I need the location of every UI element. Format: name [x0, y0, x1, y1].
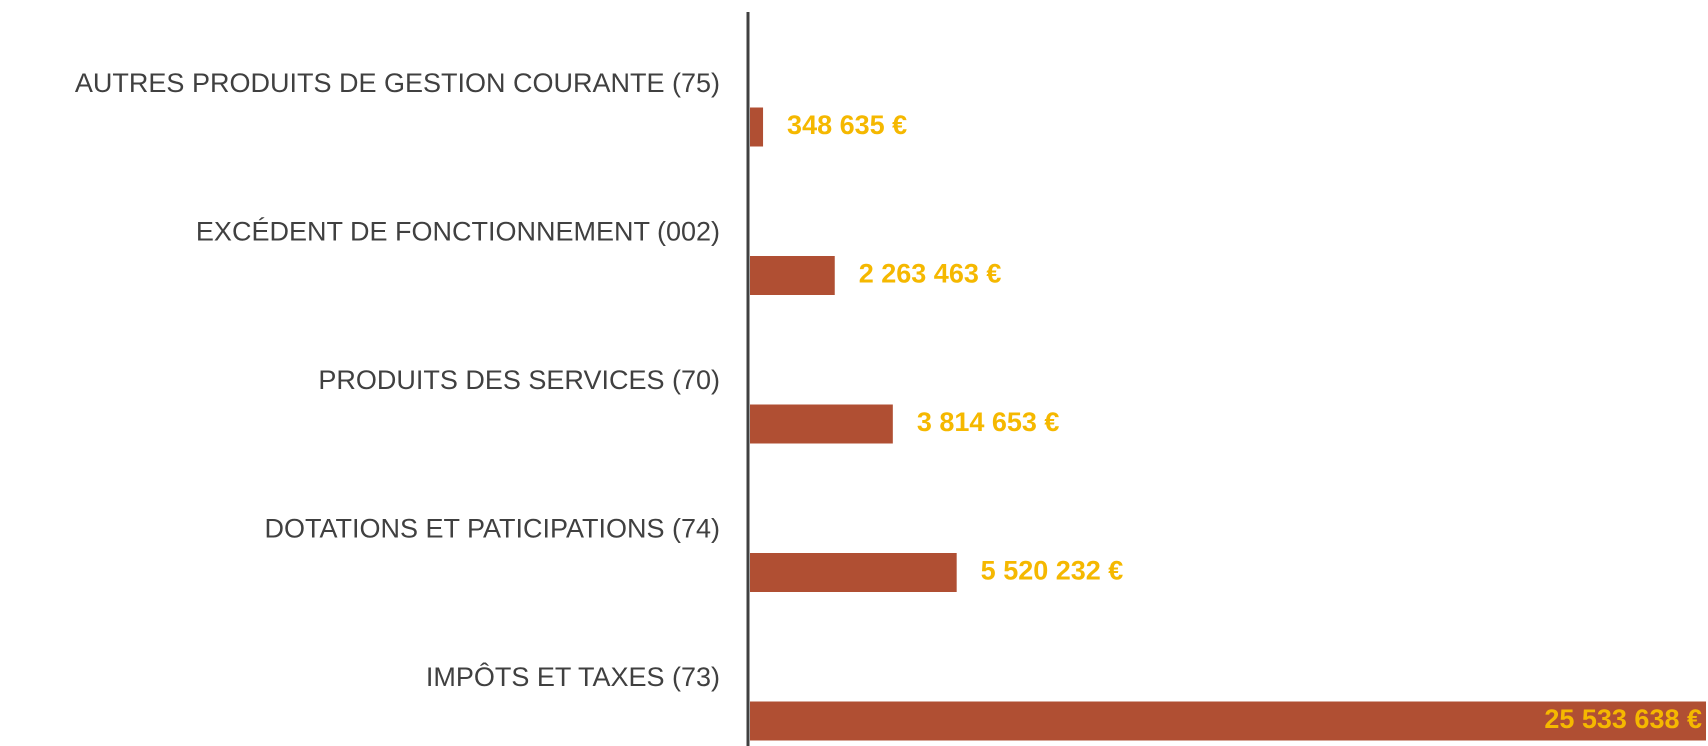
- category-label: DOTATIONS ET PATICIPATIONS (74): [264, 514, 720, 544]
- value-label: 25 533 638 €: [1544, 704, 1702, 734]
- category-label: AUTRES PRODUITS DE GESTION COURANTE (75): [75, 68, 720, 98]
- value-label: 2 263 463 €: [859, 259, 1002, 289]
- bar: [750, 404, 893, 444]
- value-label: 3 814 653 €: [917, 407, 1060, 437]
- value-label: 5 520 232 €: [981, 556, 1124, 586]
- category-label: IMPÔTS ET TAXES (73): [426, 661, 720, 692]
- value-label: 348 635 €: [787, 110, 907, 140]
- bar: [750, 553, 957, 592]
- category-label: EXCÉDENT DE FONCTIONNEMENT (002): [196, 217, 720, 247]
- bar: [750, 107, 764, 147]
- bar: [750, 256, 835, 295]
- category-label: PRODUITS DES SERVICES (70): [318, 365, 720, 395]
- bar: [750, 701, 1706, 741]
